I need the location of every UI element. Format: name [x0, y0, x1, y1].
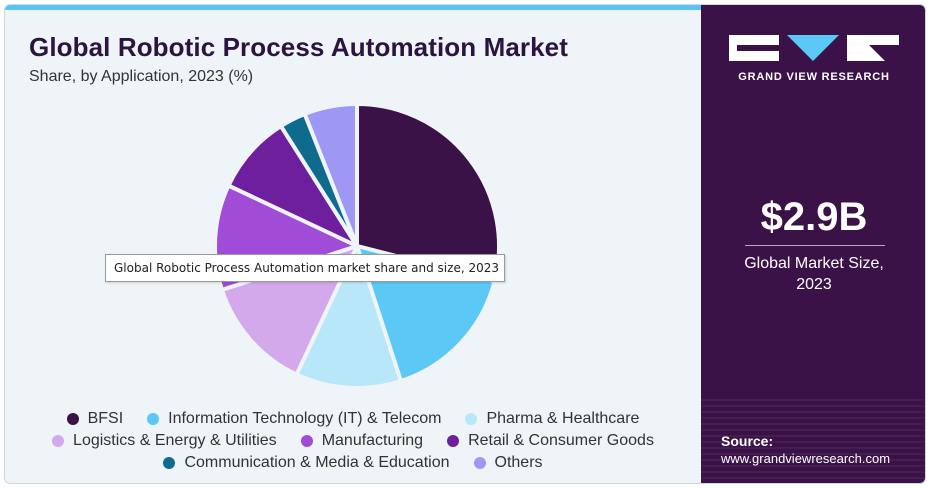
legend-item[interactable]: Logistics & Energy & Utilities: [52, 432, 277, 450]
market-size-label-line1: Global Market Size,: [744, 255, 884, 272]
source-label: Source:: [721, 433, 774, 449]
chart-title: Global Robotic Process Automation Market: [29, 32, 569, 62]
legend-row: Communication & Media & Education Others: [5, 452, 701, 474]
chart-card: Global Robotic Process Automation Market…: [4, 4, 926, 484]
legend-swatch: [465, 413, 478, 425]
legend-item[interactable]: Communication & Media & Education: [163, 454, 450, 472]
chart-legend: BFSI Information Technology (IT) & Teleco…: [5, 408, 701, 474]
grand-view-research-logo: [729, 35, 899, 61]
pie-chart: [213, 102, 501, 390]
legend-label: Logistics & Energy & Utilities: [73, 432, 277, 449]
legend-item[interactable]: Manufacturing: [300, 432, 424, 450]
legend-swatch: [52, 435, 65, 447]
decorative-pattern: [701, 395, 925, 483]
source-link[interactable]: www.grandviewresearch.com: [721, 451, 891, 466]
legend-swatch: [66, 413, 79, 425]
legend-label: Manufacturing: [321, 432, 424, 449]
legend-swatch: [147, 413, 160, 425]
pie-slice-0[interactable]: [355, 102, 501, 284]
accent-bar: [5, 5, 701, 10]
legend-item[interactable]: Retail & Consumer Goods: [447, 432, 654, 450]
legend-item[interactable]: Pharma & Healthcare: [465, 410, 639, 428]
market-size-label: Global Market Size, 2023: [701, 253, 925, 295]
summary-sidebar: GRAND VIEW RESEARCH $2.9B Global Market …: [701, 5, 925, 483]
legend-item[interactable]: Information Technology (IT) & Telecom: [147, 410, 441, 428]
legend-row: BFSI Information Technology (IT) & Teleco…: [5, 408, 701, 430]
legend-item[interactable]: Others: [473, 454, 543, 472]
legend-item[interactable]: BFSI: [66, 410, 124, 428]
legend-swatch: [473, 457, 486, 469]
legend-label: BFSI: [87, 410, 124, 427]
legend-label: Communication & Media & Education: [184, 454, 450, 471]
divider: [745, 245, 885, 246]
legend-swatch: [163, 457, 176, 469]
chart-tooltip: Global Robotic Process Automation market…: [105, 254, 505, 282]
legend-label: Information Technology (IT) & Telecom: [168, 410, 442, 427]
pie-slice-7[interactable]: [302, 102, 359, 248]
market-size-value: $2.9B: [760, 195, 868, 239]
legend-swatch: [300, 435, 313, 447]
market-size-label-line2: 2023: [796, 276, 832, 293]
legend-label: Others: [494, 454, 543, 471]
pie-slice-2[interactable]: [294, 244, 403, 390]
legend-label: Pharma & Healthcare: [486, 410, 640, 427]
chart-panel: Global Robotic Process Automation Market…: [5, 10, 701, 483]
legend-label: Retail & Consumer Goods: [468, 432, 654, 449]
chart-subtitle: Share, by Application, 2023 (%): [29, 68, 254, 85]
brand-name: GRAND VIEW RESEARCH: [738, 71, 890, 83]
legend-row: Logistics & Energy & Utilities Manufactur…: [5, 430, 701, 452]
legend-swatch: [447, 435, 460, 447]
